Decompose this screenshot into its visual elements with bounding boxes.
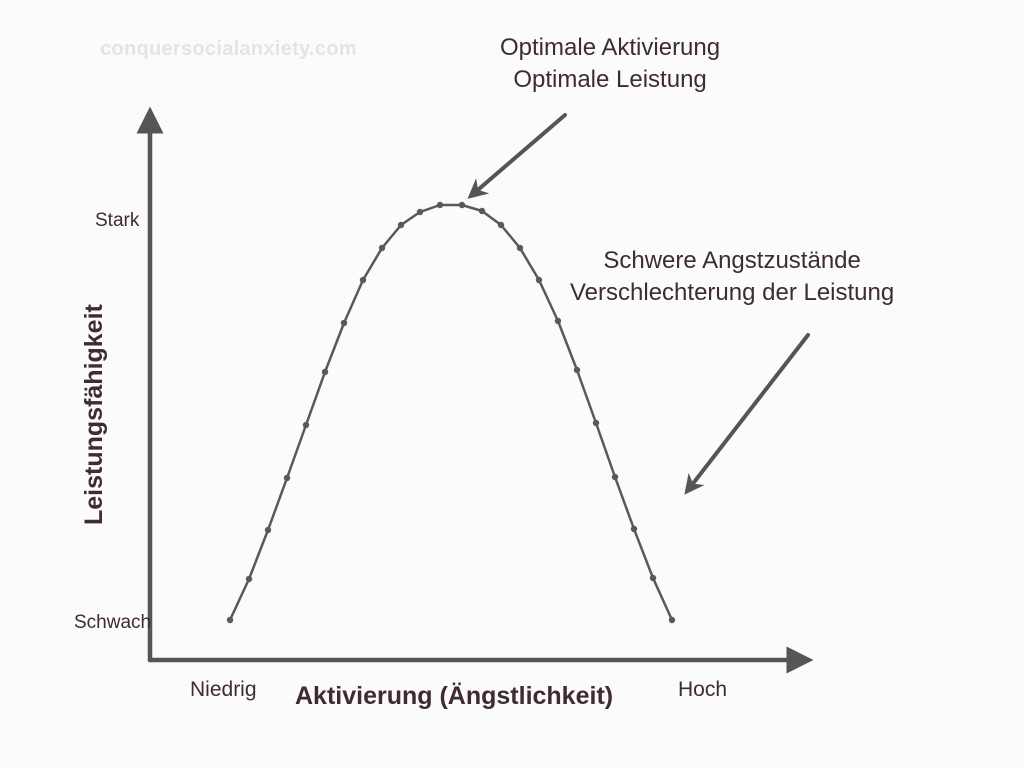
annotation-severe: Schwere Angstzustände Verschlechterung d… [570, 245, 894, 310]
chart-stage: { "canvas": { "width": 1024, "height": 7… [0, 0, 1024, 768]
annotation-optimal: Optimale Aktivierung Optimale Leistung [500, 32, 720, 97]
x-tick-high: Hoch [678, 678, 727, 702]
y-tick-low: Schwach [74, 612, 151, 634]
plot-svg [0, 0, 1024, 768]
y-tick-high: Stark [95, 210, 139, 232]
y-axis-title: Leistungsfähigkeit [80, 304, 109, 525]
x-axis-title: Aktivierung (Ängstlichkeit) [295, 682, 613, 711]
x-tick-low: Niedrig [190, 678, 257, 702]
